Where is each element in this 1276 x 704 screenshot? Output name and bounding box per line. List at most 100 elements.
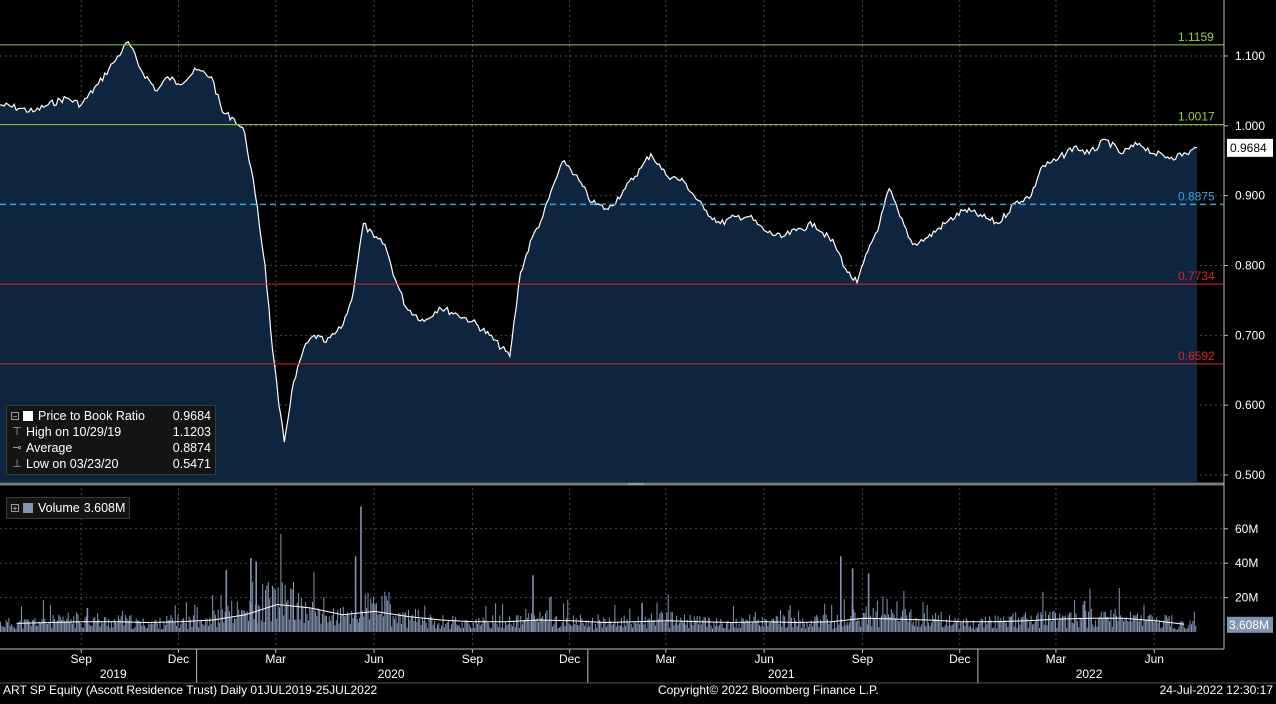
- volume-bar: [35, 625, 37, 632]
- volume-bar: [191, 627, 193, 632]
- volume-bar: [352, 618, 354, 632]
- volume-bar: [972, 620, 974, 632]
- volume-bar: [1167, 618, 1169, 632]
- volume-bar: [632, 627, 634, 632]
- year-label: 2019: [100, 667, 127, 681]
- volume-bar: [677, 624, 679, 632]
- volume-last-label: 3.608M: [1229, 618, 1269, 632]
- volume-bar: [429, 614, 431, 632]
- volume-bar: [127, 620, 129, 632]
- volume-bar: [185, 602, 187, 632]
- volume-bar: [323, 597, 325, 632]
- volume-bar: [1045, 611, 1047, 632]
- legend-label: Average: [26, 441, 73, 455]
- volume-bar: [639, 624, 641, 632]
- volume-bar: [688, 627, 690, 632]
- volume-bar: [65, 622, 67, 632]
- volume-bar: [1033, 623, 1035, 632]
- volume-bar: [166, 616, 168, 632]
- volume-bar: [1134, 615, 1136, 632]
- legend-row-volume[interactable]: + Volume 3.608M: [11, 500, 125, 516]
- volume-bar: [739, 628, 741, 632]
- volume-bar: [259, 606, 261, 632]
- volume-bar: [422, 617, 423, 632]
- volume-bar: [1116, 615, 1117, 632]
- volume-bar: [872, 608, 874, 632]
- legend-row-price[interactable]: − Price to Book Ratio 0.9684: [11, 408, 211, 424]
- volume-bar: [1127, 621, 1129, 632]
- volume-bar: [725, 623, 727, 632]
- volume-bar: [865, 606, 867, 632]
- legend-toggle-icon[interactable]: +: [11, 504, 19, 513]
- volume-bar: [1062, 615, 1063, 632]
- volume-y-tick-label: 60M: [1235, 522, 1258, 536]
- x-tick-label: Sep: [71, 652, 93, 666]
- volume-bar: [771, 619, 773, 632]
- volume-bar: [1106, 616, 1108, 632]
- legend-toggle-icon[interactable]: −: [11, 412, 19, 421]
- volume-bar: [809, 624, 811, 632]
- y-tick-label: 0.600: [1235, 398, 1265, 412]
- volume-bar: [766, 619, 767, 632]
- volume-bar: [974, 629, 976, 632]
- volume-bar: [845, 625, 847, 632]
- volume-bar: [334, 625, 336, 632]
- volume-bar: [464, 620, 466, 632]
- volume-bar: [568, 623, 570, 632]
- volume-bar: [361, 610, 363, 632]
- volume-bar: [342, 606, 344, 632]
- volume-bar: [647, 618, 649, 632]
- volume-bar: [815, 615, 817, 632]
- volume-legend[interactable]: + Volume 3.608M: [6, 497, 131, 519]
- volume-bar: [571, 626, 573, 632]
- volume-bar: [923, 613, 925, 632]
- volume-bar: [92, 618, 94, 632]
- volume-bar: [145, 628, 147, 632]
- volume-bar: [269, 598, 271, 632]
- volume-bar: [543, 620, 545, 632]
- volume-bar: [103, 616, 105, 632]
- volume-bar: [984, 616, 986, 632]
- volume-bar: [344, 616, 346, 632]
- volume-bar: [778, 624, 780, 632]
- legend-value: 0.9684: [172, 409, 211, 423]
- volume-bar: [363, 616, 365, 632]
- volume-bar: [914, 625, 916, 632]
- volume-bar: [394, 618, 395, 632]
- volume-bar: [40, 623, 42, 632]
- volume-bar: [493, 623, 495, 632]
- volume-bar: [907, 621, 909, 632]
- volume-bar: [540, 617, 542, 632]
- volume-bar: [467, 622, 469, 632]
- volume-bar: [932, 615, 934, 632]
- volume-bar: [310, 609, 312, 632]
- volume-bar: [290, 588, 292, 632]
- volume-spike-bar: [867, 573, 870, 632]
- volume-bar: [1132, 615, 1134, 632]
- volume-bar: [965, 617, 967, 632]
- volume-bar: [886, 598, 888, 632]
- volume-bar: [1182, 621, 1184, 632]
- volume-bar: [374, 604, 376, 632]
- volume-bar: [825, 614, 827, 632]
- volume-bar: [7, 622, 8, 632]
- volume-bar: [253, 618, 255, 632]
- volume-bar: [775, 615, 777, 632]
- volume-bar: [151, 621, 153, 632]
- price-legend[interactable]: − Price to Book Ratio 0.9684 ⊤ High on 1…: [6, 405, 216, 475]
- volume-bar: [874, 617, 876, 632]
- volume-bar: [209, 617, 211, 632]
- volume-bar: [528, 613, 530, 632]
- volume-bar: [224, 612, 226, 632]
- volume-bar: [954, 617, 956, 632]
- volume-bar: [180, 624, 182, 632]
- volume-bar: [673, 625, 675, 632]
- volume-bar: [608, 617, 610, 632]
- volume-bar: [1158, 620, 1160, 632]
- volume-bar: [108, 618, 110, 632]
- volume-bar: [159, 617, 161, 632]
- volume-bar: [190, 619, 192, 632]
- volume-bar: [831, 604, 833, 632]
- volume-bar: [767, 625, 769, 632]
- volume-bar: [134, 627, 136, 632]
